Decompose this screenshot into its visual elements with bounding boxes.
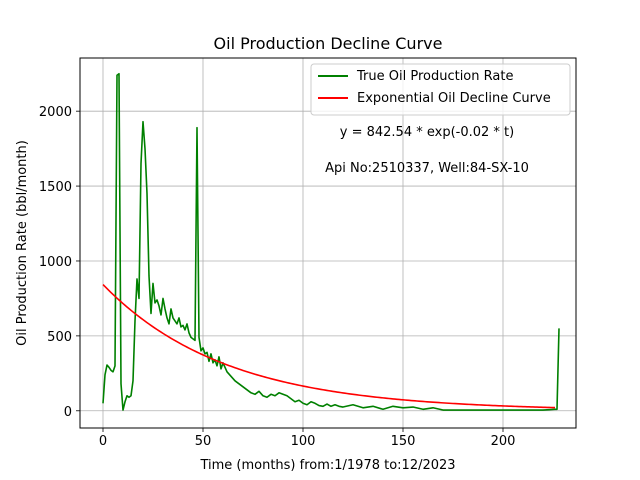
y-tick-label: 500 [47,330,72,345]
legend: True Oil Production Rate Exponential Oil… [310,63,571,116]
x-tick-label: 200 [491,434,516,449]
series-line-exponential-decline [102,283,556,409]
equation-annotation: y = 842.54 * exp(-0.02 * t) [340,125,514,140]
y-tick-label: 1500 [39,180,72,195]
y-tick-label: 1000 [39,255,72,270]
y-tick-label: 0 [64,405,72,420]
well-annotation: Api No:2510337, Well:84-SX-10 [325,161,529,176]
x-tick-label: 150 [391,434,416,449]
x-axis-label: Time (months) from:1/1978 to:12/2023 [199,458,455,473]
x-tick-label: 0 [99,434,107,449]
chart-title: Oil Production Decline Curve [214,34,443,53]
x-tick-label: 50 [195,434,212,449]
y-axis-label: Oil Production Rate (bbl/month) [15,140,30,346]
legend-label-decline-curve: Exponential Oil Decline Curve [357,91,551,106]
series-lines [102,72,560,411]
y-tick-label: 2000 [39,105,72,120]
series-line-true-production [102,72,560,411]
x-tick-label: 100 [291,434,316,449]
legend-label-true-rate: True Oil Production Rate [356,69,513,84]
legend-frame [310,63,571,116]
plot-frame [79,57,577,429]
